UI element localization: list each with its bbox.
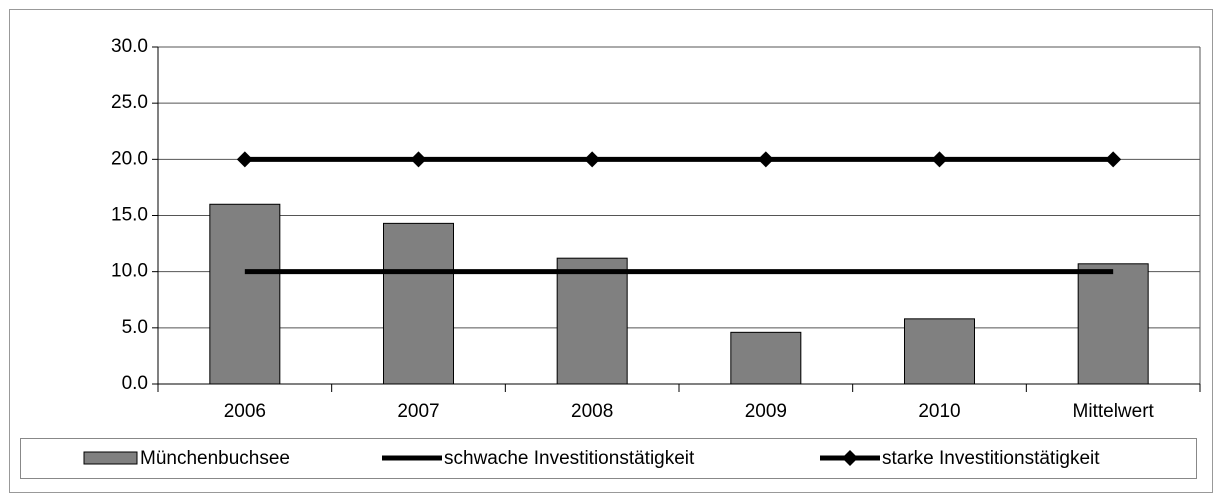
y-tick-label: 0.0 — [122, 373, 148, 394]
bar — [209, 203, 281, 385]
bar — [556, 257, 628, 385]
y-tick-label: 30.0 — [111, 36, 148, 57]
x-tick-label: 2007 — [397, 401, 439, 422]
bar — [904, 318, 975, 385]
y-tick-label: 25.0 — [111, 92, 148, 113]
marker — [1105, 151, 1122, 168]
y-tick-label: 5.0 — [122, 317, 148, 338]
marker — [584, 151, 601, 168]
legend-label: schwache Investitionstätigkeit — [444, 448, 695, 469]
marker — [410, 151, 427, 168]
marker — [236, 151, 253, 168]
y-tick-label: 10.0 — [111, 261, 148, 282]
legend-swatch — [83, 451, 138, 465]
x-tick-label: 2008 — [571, 401, 613, 422]
y-tick-label: 20.0 — [111, 148, 148, 169]
x-tick-label: 2010 — [918, 401, 960, 422]
bar — [383, 222, 454, 385]
legend-label: Münchenbuchsee — [140, 448, 290, 469]
bar — [730, 331, 802, 385]
legend-label: starke Investitionstätigkeit — [882, 448, 1100, 469]
y-tick-label: 15.0 — [111, 205, 148, 226]
x-tick-label: 2009 — [745, 401, 787, 422]
bar — [1077, 263, 1149, 385]
legend-box — [20, 438, 1197, 479]
marker — [931, 151, 948, 168]
x-tick-label: 2006 — [224, 401, 266, 422]
marker — [757, 151, 774, 168]
legend-marker — [842, 450, 858, 466]
x-tick-label: Mittelwert — [1073, 401, 1155, 422]
